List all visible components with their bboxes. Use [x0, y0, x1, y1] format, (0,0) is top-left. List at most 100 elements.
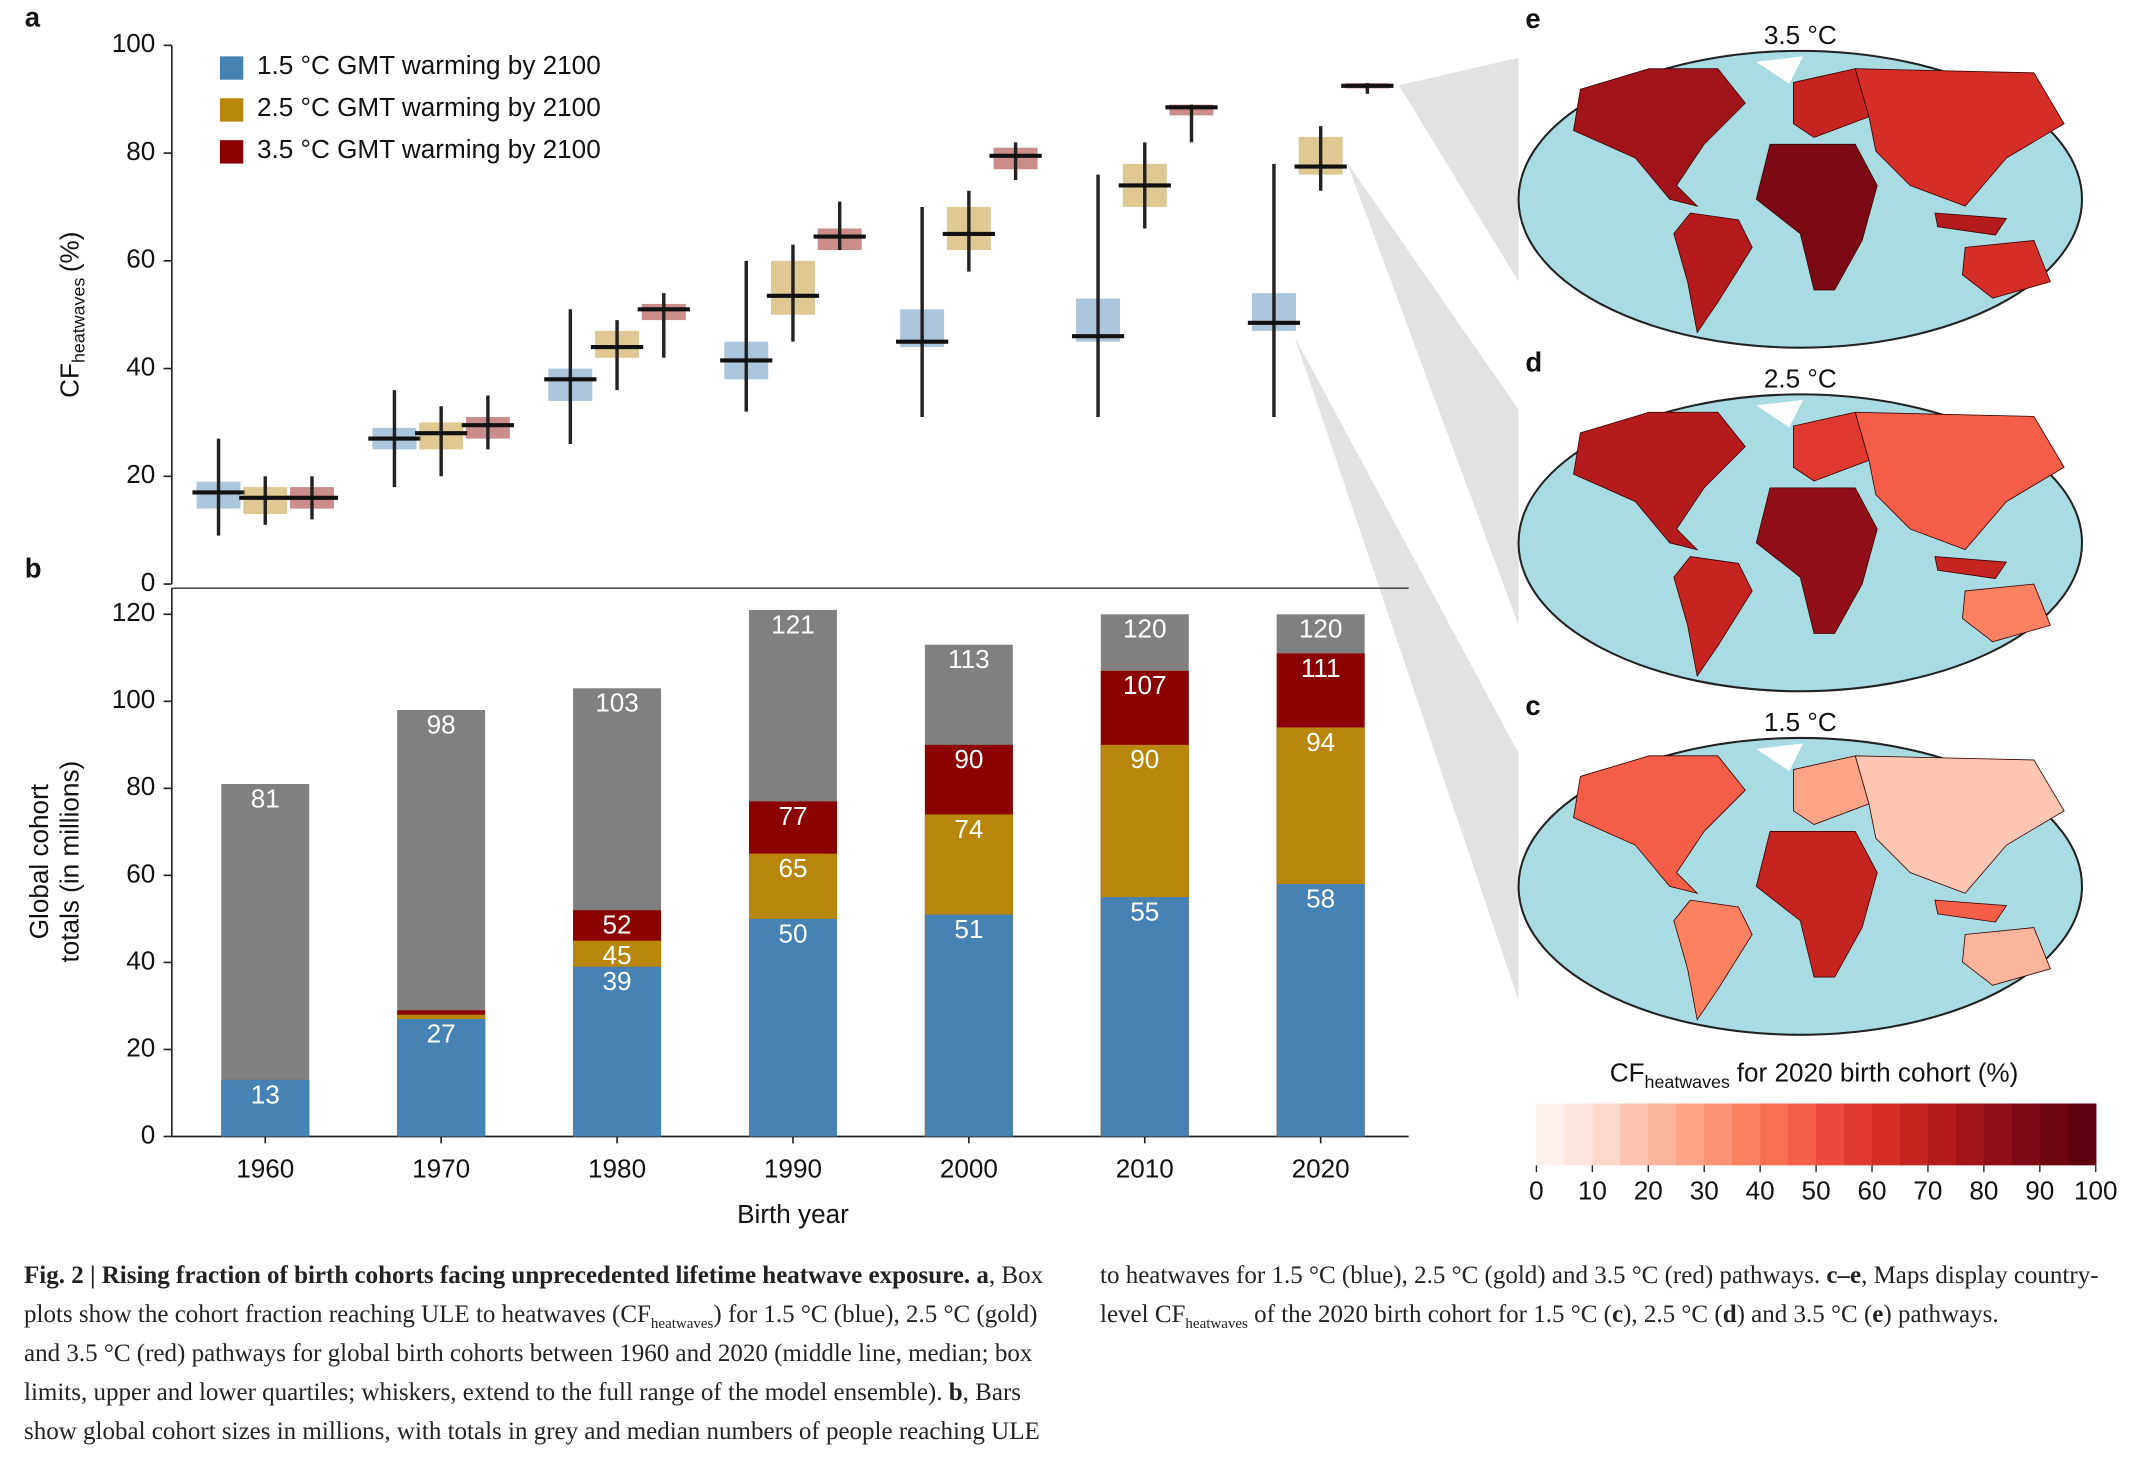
colorbar-bin — [1564, 1103, 1594, 1166]
caption-text: , Box plots show the cohort fraction rea… — [24, 1262, 1044, 1328]
x-tick-label: 1980 — [588, 1154, 646, 1184]
colorbar-tick-label: 30 — [1690, 1176, 1719, 1206]
value-label: 121 — [771, 609, 815, 639]
legend-label: 1.5 °C GMT warming by 2100 — [257, 50, 601, 80]
x-tick-label: 2020 — [1292, 1154, 1350, 1184]
country-region — [1755, 143, 1878, 291]
colorbar-bin — [1955, 1103, 1985, 1166]
value-label: 51 — [954, 914, 983, 944]
colorbar-title-main: CF — [1610, 1058, 1645, 1088]
caption-text: c — [1612, 1301, 1624, 1328]
connector — [1399, 57, 1519, 282]
y-axis-label: totals (in millions) — [54, 761, 84, 963]
value-label: 90 — [954, 744, 983, 774]
value-label: 77 — [778, 801, 807, 831]
colorbar-tick-label: 70 — [1913, 1176, 1942, 1206]
x-tick-label: 1960 — [236, 1154, 294, 1184]
country-region — [1934, 556, 2008, 579]
y-axis-label-main: CF — [54, 363, 84, 398]
y-tick-label: 40 — [126, 945, 155, 975]
caption-text: of the 2020 birth cohort for 1.5 °C ( — [1247, 1301, 1612, 1328]
caption-text: ) for 1.5 °C (blue), 2.5 °C (gold) and 3… — [24, 1301, 1038, 1406]
country-region — [1934, 899, 2008, 923]
x-tick-label: 2000 — [940, 1154, 998, 1184]
y-tick-label: 120 — [112, 597, 156, 627]
caption-text: heatwaves — [1185, 1316, 1248, 1332]
y-tick-label: 0 — [141, 567, 156, 597]
value-label: 13 — [251, 1079, 280, 1109]
colorbar-bin — [1676, 1103, 1705, 1166]
value-label: 52 — [603, 910, 632, 940]
colorbar-bin — [1704, 1103, 1733, 1166]
country-region — [1673, 899, 1753, 1021]
colorbar-tick-label: 50 — [1802, 1176, 1831, 1206]
country-region — [1792, 68, 1870, 138]
value-label: 45 — [603, 940, 632, 970]
country-region — [1573, 411, 1746, 551]
y-tick-label: 0 — [141, 1119, 156, 1149]
caption-text: d — [1722, 1301, 1737, 1328]
x-axis-label: Birth year — [737, 1199, 849, 1229]
colorbar-bin — [1592, 1103, 1622, 1166]
caption-text: ), 2.5 °C ( — [1623, 1301, 1723, 1328]
value-label: 65 — [778, 853, 807, 883]
map-title: 1.5 °C — [1764, 707, 1837, 737]
value-label: 58 — [1306, 883, 1335, 913]
map — [1517, 393, 2084, 693]
country-region — [1792, 755, 1870, 825]
value-label: 55 — [1130, 897, 1159, 927]
bar — [221, 783, 310, 1137]
map-title: 3.5 °C — [1764, 20, 1837, 50]
x-tick-label: 1990 — [764, 1154, 822, 1184]
map — [1517, 49, 2084, 349]
map — [1517, 736, 2084, 1036]
value-label: 107 — [1123, 670, 1167, 700]
colorbar-bin — [1648, 1103, 1677, 1166]
colorbar-bin — [2067, 1103, 2097, 1166]
colorbar-tick-label: 80 — [1969, 1176, 1998, 1206]
colorbar-tick-label: 0 — [1529, 1176, 1544, 1206]
country-region — [1854, 411, 2065, 551]
bar — [1100, 897, 1189, 1137]
y-tick-label: 80 — [126, 771, 155, 801]
caption-text: e — [1872, 1301, 1884, 1328]
country-region — [1755, 487, 1878, 634]
bar — [221, 1079, 310, 1137]
colorbar-bin — [1983, 1103, 2013, 1166]
colorbar-bin — [1536, 1103, 1566, 1166]
colorbar-bin — [1899, 1103, 1929, 1166]
y-axis-label: CFheatwaves (%) — [54, 232, 88, 398]
y-axis-label-unit: (%) — [54, 232, 84, 273]
y-tick-label: 100 — [112, 28, 156, 58]
bar — [924, 914, 1013, 1137]
value-label: 39 — [603, 966, 632, 996]
colorbar-bin — [1732, 1103, 1761, 1166]
country-region — [1962, 927, 2051, 986]
value-label: 113 — [948, 644, 990, 674]
greenland — [1756, 56, 1804, 84]
caption: Fig. 2 | Rising fraction of birth cohort… — [24, 1256, 2124, 1456]
colorbar-bin — [1760, 1103, 1789, 1166]
x-tick-label: 2010 — [1116, 1154, 1174, 1184]
panel-label: d — [1525, 346, 1542, 377]
value-label: 27 — [427, 1018, 456, 1048]
legend-label: 3.5 °C GMT warming by 2100 — [257, 134, 601, 164]
colorbar-tick-label: 40 — [1746, 1176, 1775, 1206]
colorbar-title-rest: for 2020 birth cohort (%) — [1737, 1058, 2019, 1088]
y-tick-label: 100 — [112, 684, 156, 714]
colorbar-tick-label: 90 — [2025, 1176, 2054, 1206]
y-tick-label: 80 — [126, 136, 155, 166]
country-region — [1792, 411, 1870, 482]
colorbar-bin — [1620, 1103, 1649, 1166]
value-label: 120 — [1123, 614, 1167, 644]
legend-label: 2.5 °C GMT warming by 2100 — [257, 92, 601, 122]
legend-swatch — [219, 140, 244, 164]
caption-text: , Maps display country-level CF — [1100, 1262, 2099, 1328]
x-tick-label: 1970 — [412, 1154, 470, 1184]
country-region — [1854, 755, 2065, 894]
country-region — [1573, 755, 1746, 895]
country-region — [1962, 583, 2051, 643]
y-tick-label: 60 — [126, 858, 155, 888]
